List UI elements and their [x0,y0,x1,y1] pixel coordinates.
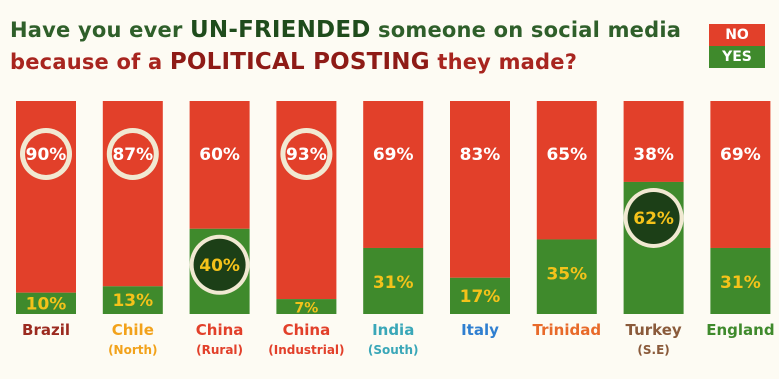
value-label-no-8: 69% [720,145,761,165]
bar-no-7 [623,101,684,182]
value-label-yes-1: 13% [112,291,153,311]
bar-yes-4 [363,247,424,314]
value-label-no-7: 38% [633,145,674,165]
category-label-5: Italy [461,321,499,339]
highlight-circle-no-0 [25,133,67,175]
legend-no: NO [709,24,765,46]
value-label-no-0: 90% [26,145,67,165]
value-label-no-5: 83% [460,145,501,165]
title-line-1-end: someone on social media [370,18,682,42]
category-sublabel-4: (South) [368,343,419,357]
title-line-2-start: because of a [10,50,170,74]
bar-yes-8 [710,247,771,314]
value-label-yes-2: 40% [199,256,240,276]
bar-yes-6 [536,239,597,314]
category-sublabel-1: (North) [108,343,157,357]
category-sublabel-3: (Industrial) [268,343,344,357]
title-line-2-highlight: POLITICAL POSTING [169,49,430,75]
value-label-no-3: 93% [286,145,327,165]
value-label-no-2: 60% [199,145,240,165]
value-label-yes-3: 7% [295,301,319,317]
category-sublabel-2: (Rural) [196,343,243,357]
value-label-yes-5: 17% [460,287,501,307]
category-label-3: China [283,321,331,339]
highlight-circle-yes-2 [193,238,246,291]
category-label-7: Turkey [626,321,682,339]
bar-yes-1 [102,286,163,314]
value-label-no-6: 65% [546,145,587,165]
bar-yes-5 [450,277,510,314]
legend-yes: YES [709,46,765,68]
title-line-1-highlight: UN-FRIENDED [190,17,371,43]
bar-no-6 [536,101,597,240]
chart-title: Have you ever UN-FRIENDED someone on soc… [10,14,690,78]
title-line-2: because of a POLITICAL POSTING they made… [10,46,690,78]
bar-yes-3 [276,299,337,314]
legend: NO YES [709,24,765,68]
category-label-1: Chile [112,321,154,339]
category-label-6: Trinidad [533,321,602,339]
highlight-circle-yes-7 [627,191,680,244]
value-label-no-1: 87% [112,145,153,165]
title-line-1-start: Have you ever [10,18,191,42]
value-label-yes-0: 10% [26,294,67,314]
category-label-8: England [706,321,774,339]
title-line-1: Have you ever UN-FRIENDED someone on soc… [10,14,690,46]
highlight-circle-no-3 [285,133,328,175]
bar-yes-0 [16,292,76,314]
value-label-yes-7: 62% [633,209,674,229]
bar-no-8 [710,101,771,248]
bar-no-5 [450,101,510,278]
category-label-2: China [196,321,244,339]
value-label-yes-4: 31% [373,273,414,293]
value-label-yes-8: 31% [720,273,761,293]
category-label-0: Brazil [22,321,70,339]
highlight-circle-no-1 [111,133,154,175]
title-line-2-end: they made? [429,50,578,74]
category-sublabel-7: (S.E) [637,343,669,357]
bar-no-2 [189,101,250,229]
value-label-yes-6: 35% [546,264,587,284]
bar-no-4 [363,101,424,248]
category-label-4: India [372,321,414,339]
value-label-no-4: 69% [373,145,414,165]
